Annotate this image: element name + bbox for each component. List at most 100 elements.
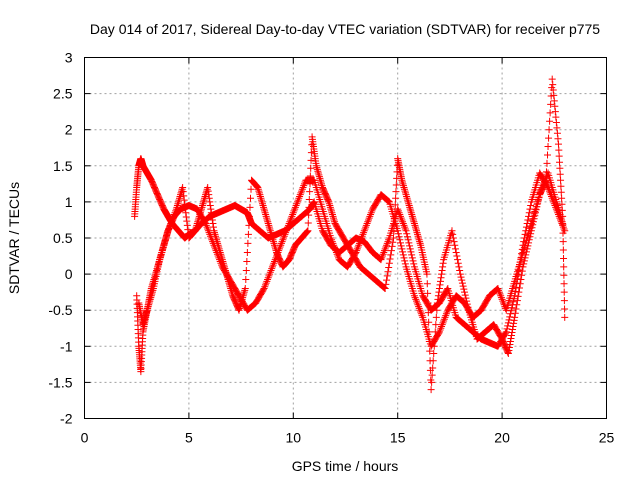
- data-point: [510, 295, 518, 303]
- data-point: [212, 232, 220, 240]
- data-point: [460, 285, 468, 293]
- data-point: [165, 223, 173, 231]
- data-point: [389, 238, 397, 246]
- x-tick-label: 5: [185, 430, 193, 446]
- data-point: [552, 198, 560, 206]
- data-point: [524, 216, 532, 224]
- data-point: [504, 319, 512, 327]
- data-point: [298, 187, 306, 195]
- data-point: [183, 217, 191, 225]
- data-point: [557, 214, 565, 222]
- data-point: [506, 310, 514, 318]
- data-point: [511, 313, 519, 321]
- data-point: [144, 303, 152, 311]
- data-point: [316, 174, 324, 182]
- data-point: [293, 200, 301, 208]
- data-point: [324, 197, 332, 205]
- x-tick-label: 10: [286, 430, 302, 446]
- data-point: [280, 232, 288, 240]
- data-point: [150, 274, 158, 282]
- data-point: [267, 230, 275, 238]
- data-point: [412, 295, 420, 303]
- data-point: [550, 91, 558, 99]
- data-point: [449, 234, 457, 242]
- data-point: [403, 233, 411, 241]
- data-point: [423, 270, 431, 278]
- data-point: [218, 254, 226, 262]
- data-point: [417, 308, 425, 316]
- data-point: [210, 227, 218, 235]
- data-point: [407, 207, 415, 215]
- data-point: [401, 223, 409, 231]
- data-point: [428, 371, 436, 379]
- data-point: [305, 203, 313, 211]
- data-point: [404, 196, 412, 204]
- data-point: [201, 192, 209, 200]
- data-point: [559, 229, 567, 237]
- data-point: [257, 194, 265, 202]
- data-point: [329, 239, 337, 247]
- data-point: [284, 221, 292, 229]
- data-point: [240, 290, 248, 298]
- data-point: [403, 192, 411, 200]
- data-point: [417, 310, 425, 318]
- data-point: [560, 263, 568, 271]
- data-point: [203, 223, 211, 231]
- y-tick-label: -2: [60, 411, 73, 427]
- data-point: [560, 271, 568, 279]
- data-point: [202, 221, 210, 229]
- data-point: [272, 247, 280, 255]
- data-point: [548, 75, 556, 83]
- data-point: [367, 209, 375, 217]
- data-point: [381, 285, 389, 293]
- data-point: [398, 176, 406, 184]
- data-point: [239, 294, 247, 302]
- data-point: [542, 168, 550, 176]
- data-point: [439, 319, 447, 327]
- data-point: [559, 238, 567, 246]
- data-point: [329, 212, 337, 220]
- data-point: [206, 198, 214, 206]
- y-axis-label: SDTVAR / TECUs: [6, 182, 22, 294]
- data-point: [146, 297, 154, 305]
- data-point: [399, 220, 407, 228]
- data-point: [391, 208, 399, 216]
- data-point: [413, 299, 421, 307]
- data-point: [545, 126, 553, 134]
- data-point: [193, 220, 201, 228]
- data-point: [416, 239, 424, 247]
- data-point: [294, 196, 302, 204]
- data-point: [390, 227, 398, 235]
- data-point: [182, 209, 190, 217]
- data-point: [196, 211, 204, 219]
- data-point: [367, 211, 375, 219]
- data-point: [287, 216, 295, 224]
- data-point: [170, 211, 178, 219]
- data-point: [174, 200, 182, 208]
- data-point: [511, 309, 519, 317]
- data-point: [452, 248, 460, 256]
- data-point: [394, 227, 402, 235]
- data-point: [497, 292, 505, 300]
- data-point: [208, 216, 216, 224]
- data-point: [432, 321, 440, 329]
- data-point: [406, 203, 414, 211]
- data-point: [164, 227, 172, 235]
- data-point: [528, 224, 536, 232]
- data-point: [495, 286, 503, 294]
- data-point: [495, 288, 503, 296]
- data-point: [523, 245, 531, 253]
- data-point: [461, 291, 469, 299]
- data-point: [358, 234, 366, 242]
- data-point: [176, 194, 184, 202]
- data-point: [264, 274, 272, 282]
- data-point: [527, 230, 535, 238]
- data-point: [388, 242, 396, 250]
- data-point: [436, 281, 444, 289]
- data-point: [412, 297, 420, 305]
- data-point: [286, 218, 294, 226]
- data-point: [504, 350, 512, 358]
- data-point: [204, 187, 212, 195]
- data-point: [148, 288, 156, 296]
